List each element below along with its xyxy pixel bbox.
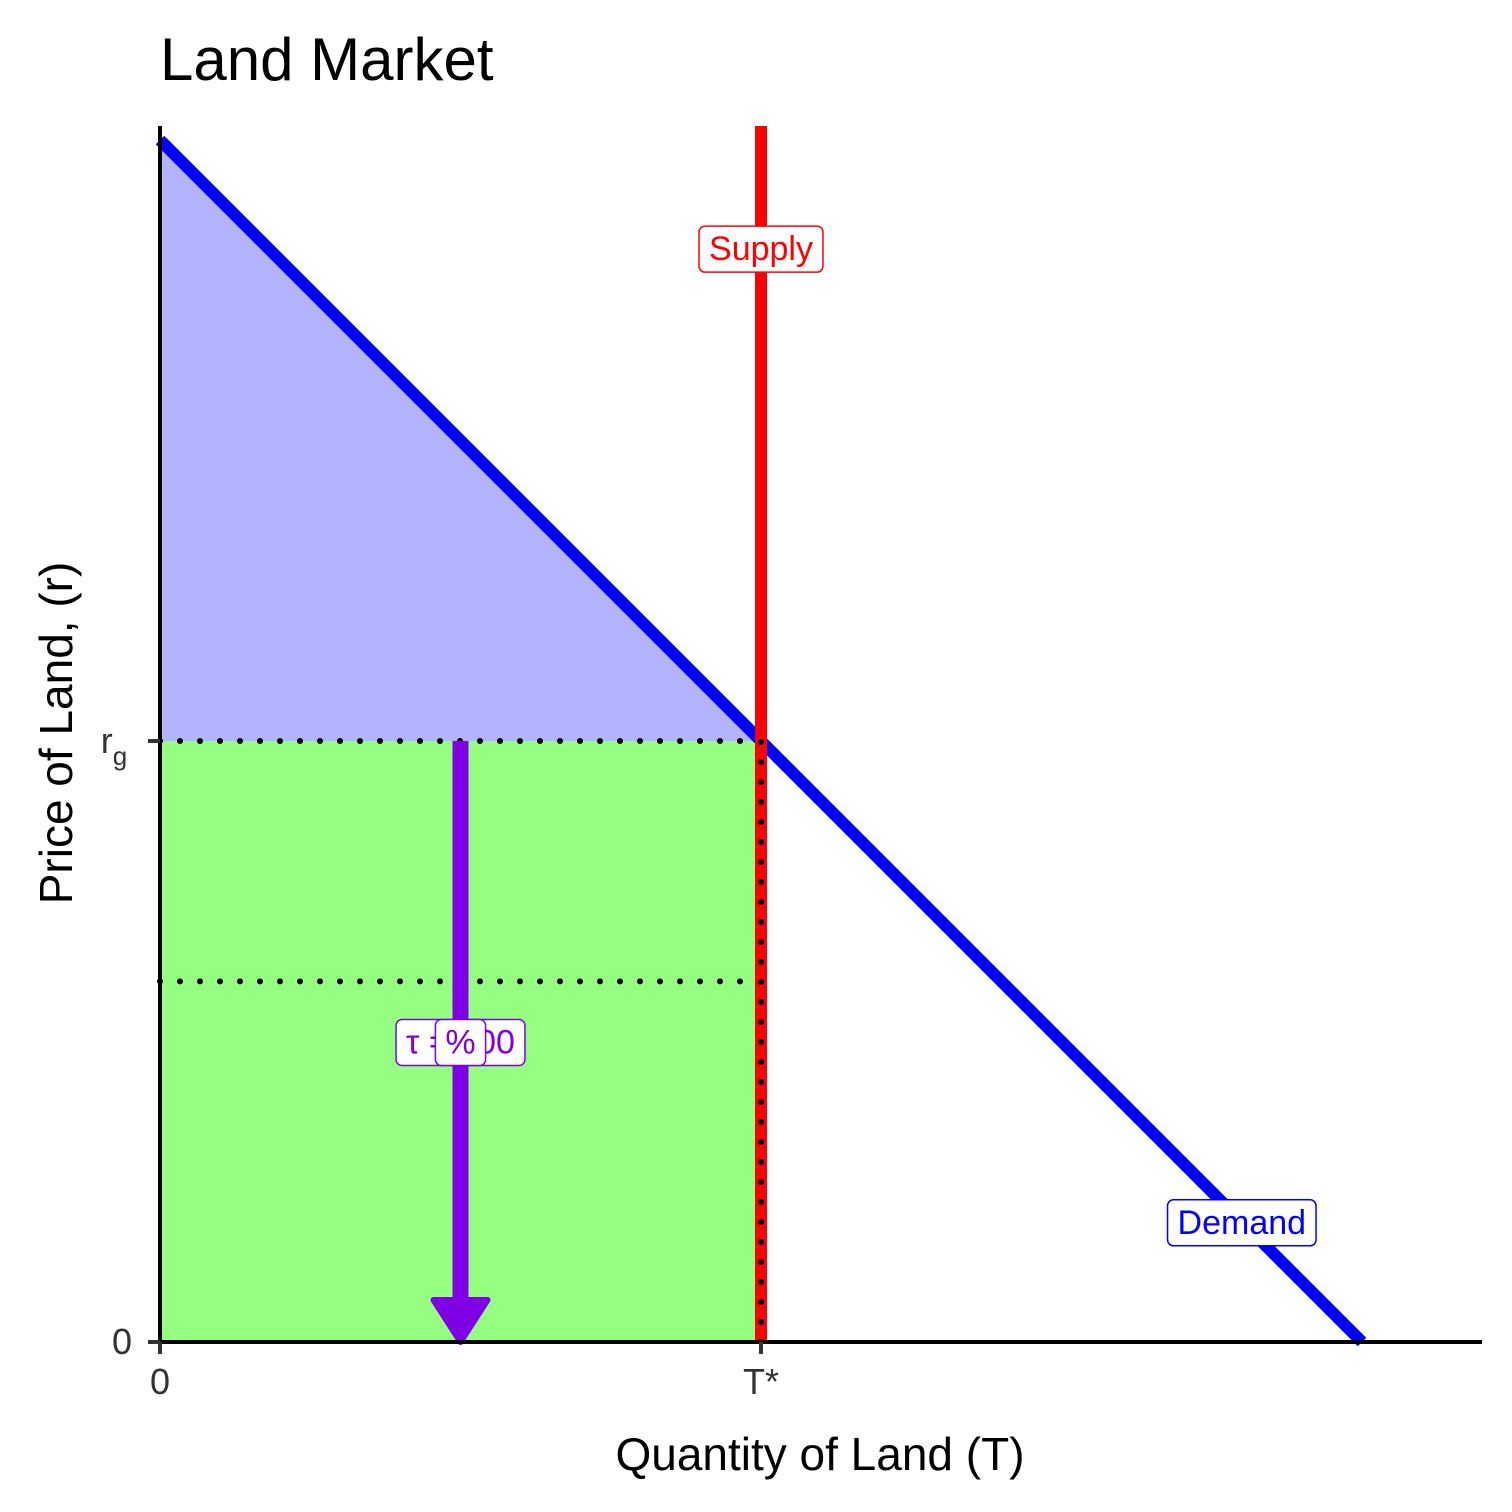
label-group-0: Supply (698, 225, 824, 273)
curve-label-1: Demand (1178, 1204, 1307, 1242)
label-group-1: Demand (1166, 1199, 1317, 1247)
label-box-1 (1166, 1199, 1317, 1247)
tax-arrow-head (430, 1297, 491, 1345)
x-tick-label-1: T* (743, 1361, 779, 1402)
curve-label-0: Supply (709, 230, 813, 268)
x-axis-title: Quantity of Land (T) (615, 1428, 1024, 1480)
axes (158, 126, 1482, 1344)
y-axis-title: Price of Land, (r) (30, 562, 82, 905)
series-lines (155, 126, 1367, 1347)
chart-title: Land Market (160, 26, 494, 93)
y-tick-label-0: 0 (112, 1321, 132, 1362)
tick-labels: 0 T* 0 rg (101, 720, 779, 1402)
curve-label-3: % (445, 1024, 475, 1062)
label-group-3: % (434, 1018, 487, 1067)
y-tick-label-1: rg (101, 720, 127, 771)
label-box-0 (698, 225, 824, 273)
label-box-3 (434, 1018, 487, 1067)
x-tick-label-0: 0 (150, 1361, 170, 1402)
